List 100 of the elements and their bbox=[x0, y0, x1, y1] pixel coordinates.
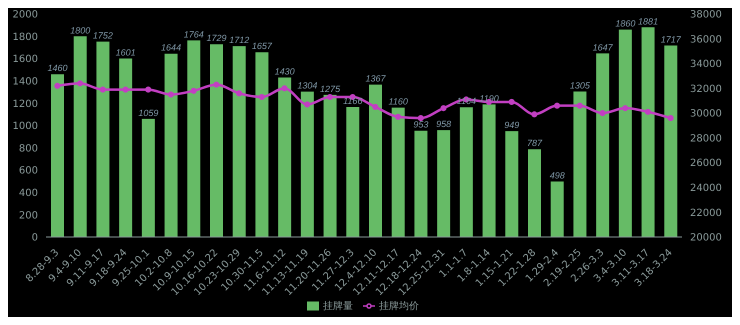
point bbox=[122, 86, 129, 93]
bar bbox=[573, 91, 586, 237]
y2-tick-label: 32000 bbox=[690, 84, 722, 95]
y2-tick-label: 38000 bbox=[690, 10, 722, 21]
y2-tick-label: 22000 bbox=[690, 208, 722, 219]
point bbox=[372, 104, 378, 110]
y-tick-label: 1400 bbox=[12, 76, 38, 88]
point bbox=[190, 88, 197, 94]
y2-tick-label: 36000 bbox=[690, 34, 722, 46]
bar bbox=[187, 40, 200, 237]
point bbox=[54, 82, 60, 89]
y-tick-label: 1800 bbox=[12, 32, 38, 43]
y2-tick-label: 30000 bbox=[690, 108, 722, 120]
data-label: 1752 bbox=[92, 30, 113, 41]
y2-tick-label: 34000 bbox=[690, 59, 722, 70]
data-label: 1800 bbox=[70, 25, 90, 36]
data-label: 1881 bbox=[638, 16, 658, 26]
bar bbox=[642, 27, 655, 237]
point bbox=[236, 90, 242, 96]
y-tick-label: 200 bbox=[18, 210, 38, 222]
point bbox=[418, 115, 424, 122]
data-label: 787 bbox=[526, 138, 543, 148]
bar bbox=[505, 131, 518, 237]
y-tick-label: 800 bbox=[18, 143, 38, 154]
data-label: 1166 bbox=[343, 96, 362, 106]
data-label: 958 bbox=[436, 119, 452, 130]
bar bbox=[664, 46, 678, 237]
bar bbox=[596, 53, 610, 237]
data-label: 949 bbox=[504, 120, 520, 130]
point bbox=[326, 94, 333, 100]
data-label: 1717 bbox=[660, 34, 682, 45]
data-label: 1304 bbox=[297, 80, 318, 91]
data-label: 1460 bbox=[47, 63, 68, 74]
data-label: 1657 bbox=[252, 41, 273, 52]
data-label: 1860 bbox=[615, 18, 636, 29]
point bbox=[440, 105, 447, 112]
point bbox=[554, 102, 560, 109]
data-label: 1059 bbox=[138, 108, 158, 118]
legend-label: 挂牌均价 bbox=[379, 301, 419, 312]
bar bbox=[142, 118, 155, 237]
bar bbox=[414, 130, 428, 237]
point bbox=[304, 101, 310, 108]
bar bbox=[346, 106, 360, 237]
bar bbox=[437, 130, 450, 237]
data-label: 1164 bbox=[456, 96, 476, 106]
point bbox=[599, 110, 606, 116]
point bbox=[668, 115, 674, 122]
bar bbox=[324, 94, 337, 237]
point bbox=[508, 98, 515, 106]
y-tick-label: 2000 bbox=[12, 10, 38, 21]
data-label: 1305 bbox=[570, 80, 591, 90]
bar bbox=[482, 104, 496, 237]
bar bbox=[300, 92, 314, 237]
point bbox=[644, 108, 651, 115]
data-label: 1430 bbox=[274, 66, 295, 77]
point bbox=[168, 91, 174, 98]
point bbox=[576, 102, 583, 109]
bar bbox=[210, 44, 223, 237]
point bbox=[258, 94, 265, 100]
point bbox=[145, 86, 152, 93]
data-label: 1601 bbox=[116, 47, 136, 58]
data-label: 1367 bbox=[365, 74, 386, 84]
data-label: 1644 bbox=[161, 42, 182, 53]
bar bbox=[618, 30, 632, 237]
y2-tick-label: 28000 bbox=[690, 133, 722, 144]
point bbox=[281, 85, 288, 92]
data-label: 1275 bbox=[320, 84, 342, 94]
y-tick-label: 1000 bbox=[12, 121, 38, 132]
y2-tick-label: 26000 bbox=[690, 158, 722, 170]
point bbox=[100, 86, 106, 93]
data-label: 953 bbox=[413, 120, 428, 130]
bar bbox=[460, 107, 473, 237]
bar bbox=[278, 78, 292, 237]
bar bbox=[74, 36, 87, 237]
bar bbox=[119, 58, 132, 237]
bar bbox=[232, 46, 246, 237]
bar bbox=[369, 84, 382, 237]
y-tick-label: 0 bbox=[32, 232, 38, 244]
y-tick-label: 1600 bbox=[12, 54, 38, 66]
data-label: 1647 bbox=[592, 42, 614, 52]
point bbox=[213, 82, 220, 88]
point bbox=[622, 105, 628, 112]
data-label: 1712 bbox=[229, 35, 250, 46]
point bbox=[531, 111, 538, 118]
y2-tick-label: 24000 bbox=[690, 182, 722, 194]
y-tick-label: 400 bbox=[18, 188, 38, 199]
y-tick-label: 600 bbox=[18, 166, 38, 177]
data-label: 498 bbox=[550, 170, 565, 180]
bar bbox=[255, 52, 268, 237]
bar bbox=[392, 108, 405, 237]
bar bbox=[164, 54, 178, 237]
point bbox=[77, 80, 84, 86]
bar bbox=[96, 42, 110, 237]
y-tick-label: 1200 bbox=[12, 98, 38, 110]
point bbox=[395, 114, 402, 120]
bar bbox=[528, 149, 541, 237]
y2-tick-label: 20000 bbox=[690, 232, 722, 244]
data-label: 1764 bbox=[184, 29, 204, 40]
data-label: 1729 bbox=[206, 33, 227, 44]
legend-label: 挂牌量 bbox=[323, 301, 353, 312]
